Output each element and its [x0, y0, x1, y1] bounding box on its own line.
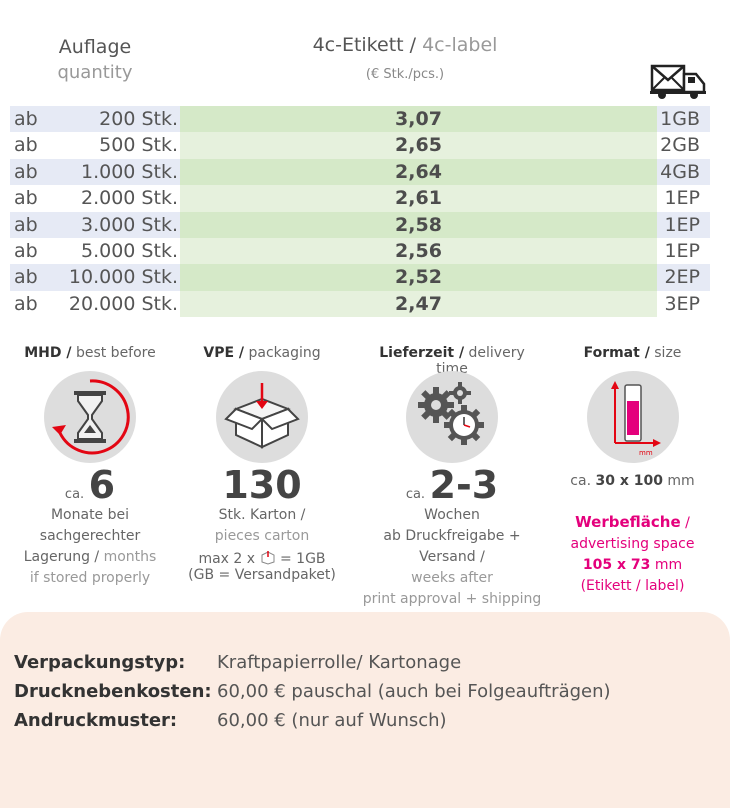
from-cell: ab — [14, 292, 38, 315]
price-cell: 2,52 — [180, 264, 657, 291]
feature-size: Format / size mm ca. 30 x 100 mm Werbefl… — [545, 345, 720, 597]
size-text: ca. 30 x 100 mm — [570, 473, 695, 489]
feature-best-before: MHD / best before ca. 6 Monate bei sachg… — [5, 345, 175, 589]
quantity-cell: 1.000 Stk. — [10, 158, 180, 186]
table-row: 10.000 Stk. ab 2,52 2EP — [10, 264, 710, 291]
shipping-cell: 3EP — [664, 292, 700, 315]
price-cell: 2,61 — [180, 185, 657, 212]
from-cell: ab — [14, 108, 38, 130]
svg-text:mm: mm — [639, 449, 653, 457]
hourglass-icon — [44, 371, 136, 463]
box-icon — [216, 371, 308, 463]
quantity-cell: 2.000 Stk. — [81, 187, 178, 210]
shipping-cell: 2GB — [660, 134, 700, 157]
price-cell: 2,56 — [180, 237, 657, 265]
from-cell: ab — [14, 213, 38, 236]
table-row: 3.000 Stk. ab 2,58 1EP — [10, 211, 710, 238]
quantity-cell: 5.000 Stk. — [81, 239, 178, 262]
table-row: 500 Stk. ab 2,65 2GB — [10, 132, 710, 159]
price-cell: 3,07 — [180, 106, 657, 133]
label-header-en: 4c-label — [422, 34, 498, 56]
info-row-printing-costs: Drucknebenkosten: 60,00 € pauschal (auch … — [14, 681, 611, 702]
shipping-cell: 1EP — [664, 187, 700, 210]
delivery-value: ca. 2-3 — [405, 463, 499, 507]
from-cell: ab — [14, 266, 38, 289]
label-header: 4c-Etikett / 4c-label (€ Stk./pcs.) — [250, 32, 560, 88]
label-header-de: 4c-Etikett / — [312, 34, 417, 56]
quantity-cell: 3.000 Stk. — [10, 211, 180, 238]
best-before-text: Monate bei sachgerechter Lagerung / mont… — [23, 507, 157, 586]
feature-title: MHD / best before — [24, 345, 156, 361]
feature-delivery-time: Lieferzeit / delivery time — [362, 345, 542, 610]
price-cell: 2,47 — [180, 290, 657, 318]
from-cell: ab — [14, 239, 38, 262]
from-cell: ab — [14, 160, 38, 183]
advertising-space-text: Werbefläche / advertising space 105 x 73… — [570, 513, 695, 594]
feature-packaging: VPE / packaging 130 Stk. Karton / pieces… — [177, 345, 347, 583]
feature-title: Format / size — [583, 345, 682, 361]
shipping-cell: 1EP — [664, 239, 700, 262]
price-cell: 2,64 — [180, 158, 657, 186]
small-box-icon — [261, 551, 275, 565]
quantity-header-de: Auflage — [58, 36, 132, 58]
label-size-icon: mm — [586, 371, 679, 463]
price-unit: (€ Stk./pcs.) — [365, 67, 445, 82]
price-cell: 2,65 — [180, 132, 657, 159]
quantity-cell: 200 Stk. — [10, 106, 180, 133]
quantity-cell: 10.000 Stk. — [10, 264, 180, 291]
shipping-cell: 4GB — [657, 158, 710, 186]
shipping-cell: 2EP — [657, 264, 710, 291]
mail-truck-icon — [650, 64, 706, 99]
table-row: 20.000 Stk. ab 2,47 3EP — [10, 290, 710, 318]
packaging-text: Stk. Karton / pieces carton max 2 x = 1G… — [188, 507, 336, 583]
quantity-header: Auflage quantity — [40, 34, 150, 86]
shipping-cell: 1EP — [657, 211, 710, 238]
table-row: 1.000 Stk. ab 2,64 4GB — [10, 158, 710, 186]
packaging-value: 130 — [222, 463, 302, 507]
delivery-text: Wochen ab Druckfreigabe + Versand / week… — [362, 507, 542, 607]
from-cell: ab — [14, 187, 38, 210]
feature-title: Lieferzeit / delivery time — [379, 345, 525, 377]
table-row: 200 Stk. ab 3,07 1GB — [10, 106, 710, 133]
table-row: 2.000 Stk. ab 2,61 1EP — [10, 185, 710, 212]
price-cell: 2,58 — [180, 211, 657, 238]
quantity-cell: 20.000 Stk. — [68, 292, 178, 315]
table-row: 5.000 Stk. ab 2,56 1EP — [10, 237, 710, 265]
price-table: 200 Stk. ab 3,07 1GB 500 Stk. ab 2,65 2G… — [10, 106, 710, 318]
info-panel: Verpackungstyp: Kraftpapierrolle/ Kartona… — [0, 612, 730, 808]
info-row-packaging-type: Verpackungstyp: Kraftpapierrolle/ Kartona… — [14, 652, 462, 673]
quantity-cell: 500 Stk. — [99, 134, 178, 157]
from-cell: ab — [14, 134, 38, 157]
best-before-value: ca. 6 — [64, 463, 116, 507]
quantity-header-en: quantity — [57, 62, 133, 83]
gears-clock-icon — [406, 371, 498, 463]
feature-title: VPE / packaging — [203, 345, 321, 361]
info-row-proof-sample: Andruckmuster: 60,00 € (nur auf Wunsch) — [14, 710, 447, 731]
shipping-cell: 1GB — [657, 106, 710, 133]
